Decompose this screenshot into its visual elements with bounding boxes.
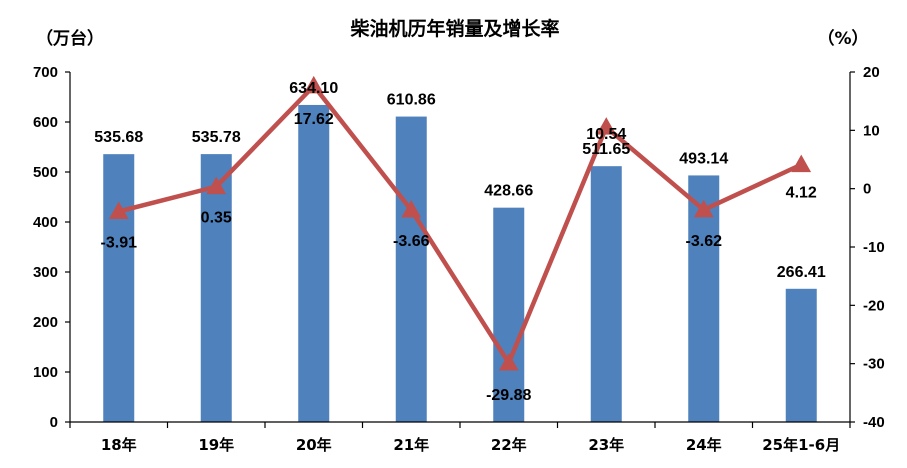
x-tick-label: 19年 [198,436,234,454]
x-tick-label: 23年 [588,436,624,454]
right-tick-label: 10 [863,122,880,139]
data-labels: 535.68 535.78 634.10 610.86 428.66 511.65 493.… [94,80,826,404]
bar-value-label: 634.10 [289,80,338,97]
bar [395,116,427,422]
axes: 0 100 200 300 400 500 600 700 -40 -30 -20 -10 0 10 20 1… [33,64,885,454]
x-tick-label: 22年 [491,436,527,454]
line-value-label: -3.66 [393,233,430,250]
bar-value-label: 493.14 [679,150,728,167]
line-value-label: -3.62 [686,233,723,250]
right-tick-label: -20 [863,297,885,314]
bar [103,154,135,422]
line-marker [498,352,519,371]
chart-title: 柴油机历年销量及增长率 [349,17,559,40]
line-value-label: 4.12 [786,185,817,202]
bar [590,166,622,422]
x-tick-label: 20年 [296,436,332,454]
line-value-label: -3.91 [101,234,138,251]
line-marker [693,199,714,218]
left-tick-label: 400 [33,214,58,231]
right-axis-unit: （%） [817,28,868,49]
line-marker [108,201,129,219]
left-tick-label: 200 [33,314,58,331]
left-axis-unit: （万台） [36,28,104,49]
left-tick-label: 0 [50,414,58,431]
bar-value-label: 535.68 [94,129,143,146]
bar-value-label: 535.78 [192,129,241,146]
line-marker [206,176,227,195]
left-tick-label: 300 [33,264,58,281]
left-tick-label: 100 [33,364,58,381]
bar-value-label: 266.41 [777,264,826,281]
line-value-label: 17.62 [294,111,334,128]
bar-value-label: 610.86 [387,92,436,109]
right-tick-label: 20 [863,64,880,81]
right-tick-label: -10 [863,239,885,256]
x-tick-label: 24年 [686,436,722,454]
line-marker [303,75,324,94]
line-value-label: -29.88 [486,387,531,404]
x-tick-label: 25年1-6月 [762,436,840,454]
line-marker [401,199,422,218]
series-line [118,83,803,366]
bar [200,154,232,423]
right-tick-label: -30 [863,356,885,373]
bar [493,207,525,422]
left-tick-label: 700 [33,64,58,81]
line-marker [596,117,617,135]
right-tick-label: -40 [863,414,885,431]
line-series [108,75,812,371]
line-marker [791,154,812,173]
x-tick-label: 21年 [393,436,429,454]
bar [298,104,330,422]
left-tick-label: 500 [33,164,58,181]
bar-value-label: 511.65 [582,141,630,158]
bar [785,288,817,422]
bar-series [103,104,817,423]
left-tick-label: 600 [33,114,58,131]
line-value-label: 10.54 [586,126,626,143]
x-tick-label: 18年 [101,436,137,454]
right-tick-label: 0 [863,181,871,198]
bar-value-label: 428.66 [484,183,533,200]
line-value-label: 0.35 [201,210,232,227]
